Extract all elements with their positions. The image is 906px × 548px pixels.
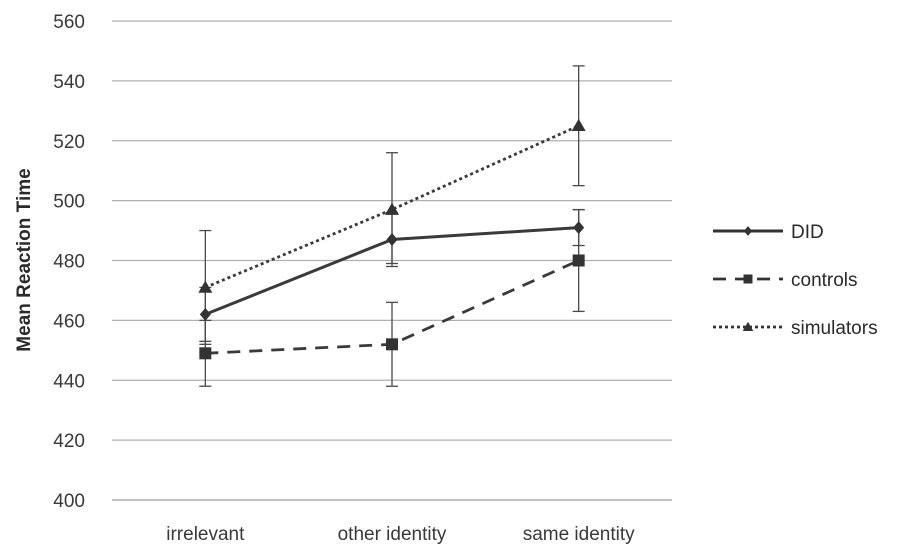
- legend-label-simulators: simulators: [791, 318, 878, 339]
- point-simulators-1: [198, 280, 213, 293]
- y-tick-labels: 400 420 440 460 480 500 520 540 560: [53, 12, 85, 512]
- legend-label-controls: controls: [791, 270, 858, 291]
- y-tick-label-520: 520: [53, 132, 85, 153]
- legend-marker-simulators: [742, 321, 754, 331]
- y-tick-label-560: 560: [53, 12, 85, 33]
- legend-item-simulators: simulators: [713, 318, 878, 339]
- point-controls-3: [572, 254, 585, 267]
- legend-marker-did: [743, 226, 753, 236]
- point-controls-1: [199, 347, 212, 360]
- legend-item-controls: controls: [713, 270, 858, 291]
- point-simulators-3: [571, 118, 586, 132]
- y-tick-label-460: 460: [53, 311, 85, 332]
- y-tick-label-400: 400: [53, 491, 85, 512]
- error-bars: [199, 65, 585, 387]
- y-tick-label-480: 480: [53, 252, 85, 273]
- point-controls-2: [386, 338, 398, 351]
- point-did-2: [386, 233, 398, 247]
- legend-label-did: DID: [791, 222, 824, 243]
- point-did-3: [573, 221, 585, 235]
- y-tick-label-540: 540: [53, 72, 85, 93]
- series-line-simulators: [204, 124, 580, 289]
- category-label-3: same identity: [523, 524, 635, 545]
- legend-item-did: DID: [713, 222, 824, 243]
- category-label-1: irrelevant: [166, 524, 245, 545]
- series-markers: [198, 118, 586, 360]
- legend: DID controls simulators: [713, 222, 878, 339]
- point-did-1: [199, 307, 211, 321]
- category-labels: irrelevant other identity same identity: [166, 524, 635, 545]
- y-tick-label-440: 440: [53, 371, 85, 392]
- category-label-2: other identity: [338, 524, 447, 545]
- y-tick-label-500: 500: [53, 192, 85, 213]
- y-tick-label-420: 420: [53, 431, 85, 452]
- point-simulators-2: [385, 202, 399, 215]
- legend-marker-controls: [743, 274, 753, 284]
- y-axis-title: Mean Reaction Time: [14, 168, 35, 351]
